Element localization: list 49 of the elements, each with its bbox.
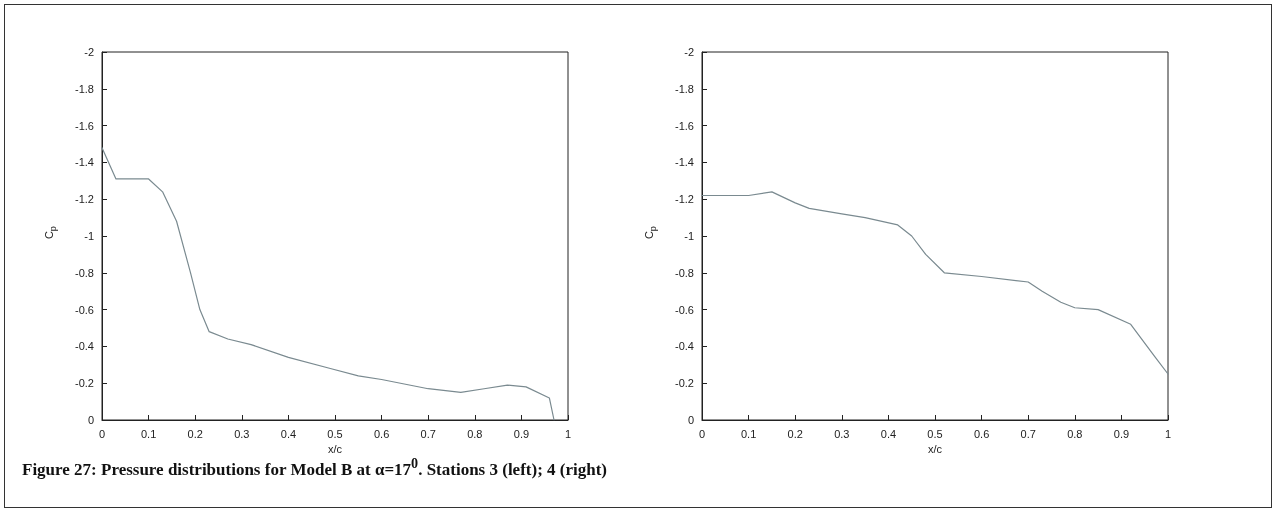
x-tick-label: 0.4 (280, 427, 297, 440)
x-axis-title: x/c (927, 443, 943, 456)
y-tick-label: -0.4 (75, 340, 94, 353)
y-tick-label: -0.2 (75, 377, 94, 390)
line-series (101, 147, 555, 421)
x-tick-label: 0.2 (187, 427, 203, 440)
y-tick-label: 0 (687, 414, 694, 426)
y-tick-label: -0.8 (75, 266, 94, 279)
y-tick-label: -1.4 (75, 156, 94, 169)
y-tick-label: -1.8 (75, 82, 94, 95)
y-tick-label: -1.4 (675, 156, 694, 169)
y-tick-label: -0.8 (675, 266, 694, 279)
x-tick-label: 0.7 (420, 427, 436, 440)
y-tick-label: -1.2 (675, 193, 694, 206)
caption: Figure 27: Pressure distributions for Model B at α=17$^{0}$. Stations 3 (left); 4 (right) (22, 455, 608, 480)
y-tick-label: -1.6 (75, 119, 94, 132)
x-tick-label: 0.9 (513, 427, 530, 440)
x-tick-label: 0.7 (1020, 427, 1036, 440)
x-tick-label: 1 (564, 427, 572, 440)
y-tick-label: -1 (684, 230, 694, 242)
x-tick-label: 0.6 (973, 427, 990, 440)
x-tick-label: 0.5 (327, 427, 343, 440)
line-series (701, 191, 1169, 375)
y-tick-label: -1.6 (675, 119, 694, 132)
x-tick-label: 0.9 (1113, 427, 1130, 440)
y-tick-label: -2 (684, 46, 694, 58)
x-tick-label: 0.1 (140, 427, 157, 440)
x-tick-label: 0.5 (927, 427, 943, 440)
x-tick-label: 0 (698, 427, 706, 440)
y-tick-label: -1.8 (675, 82, 694, 95)
x-tick-label: 0 (98, 427, 106, 440)
y-tick-label: -0.6 (75, 303, 94, 316)
y-tick-label: -0.4 (675, 340, 694, 353)
y-tick-label: -1 (84, 230, 94, 242)
x-tick-label: 0.3 (834, 427, 850, 440)
x-axis-title: x/c (327, 443, 343, 456)
x-tick-label: 0.2 (787, 427, 803, 440)
x-tick-label: 0.3 (234, 427, 250, 440)
x-tick-label: 0.6 (373, 427, 390, 440)
y-tick-label: -1.2 (75, 193, 94, 206)
x-tick-label: 1 (1164, 427, 1172, 440)
y-tick-label: -0.6 (675, 303, 694, 316)
y-tick-label: -0.2 (675, 377, 694, 390)
y-tick-label: 0 (87, 414, 94, 426)
y-tick-label: -2 (84, 46, 94, 58)
x-tick-label: 0.1 (740, 427, 757, 440)
x-tick-label: 0.8 (467, 427, 483, 440)
x-tick-label: 0.4 (880, 427, 897, 440)
x-tick-label: 0.8 (1067, 427, 1083, 440)
